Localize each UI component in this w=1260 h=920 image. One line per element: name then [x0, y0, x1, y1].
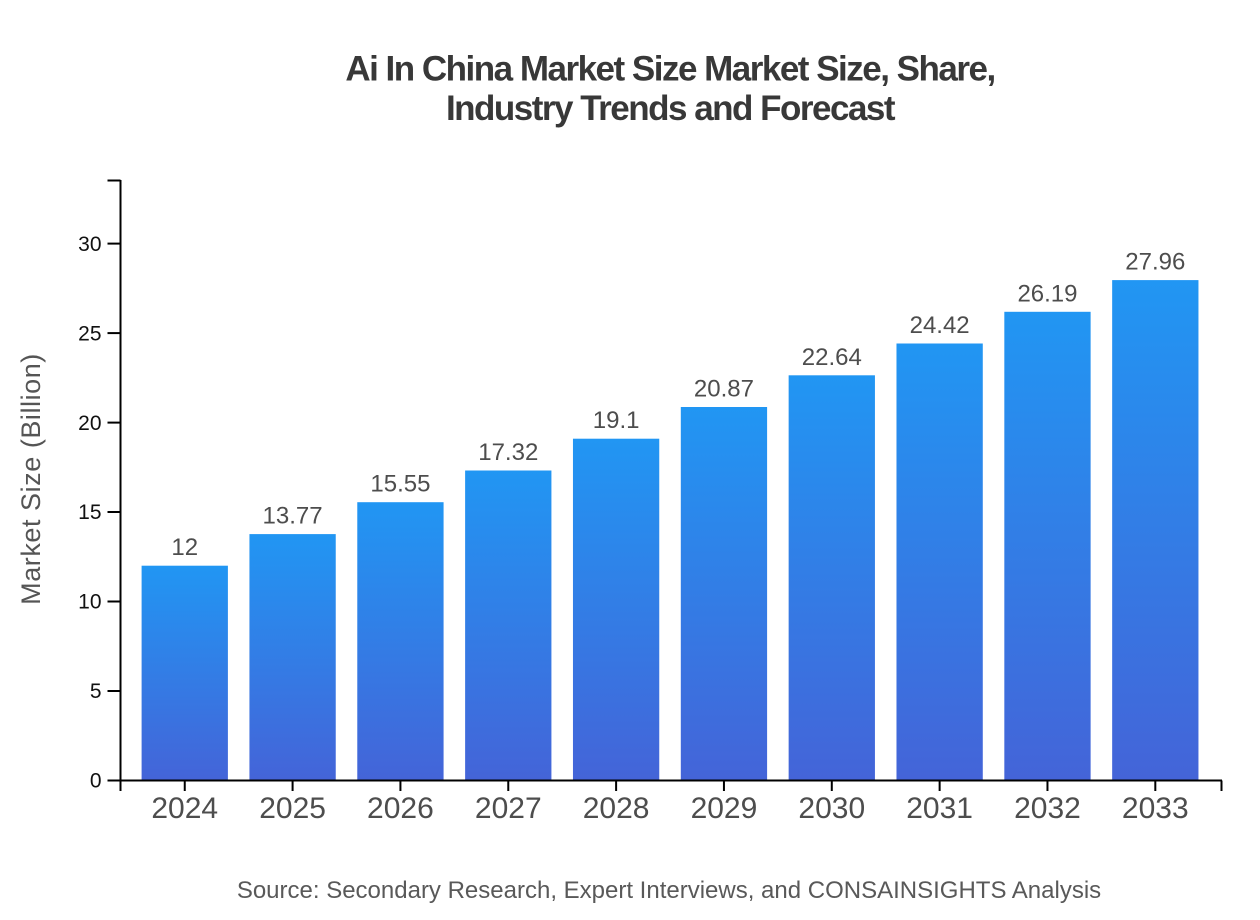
svg-text:0: 0 [90, 770, 102, 793]
svg-text:30: 30 [78, 233, 101, 256]
svg-text:10: 10 [78, 591, 101, 614]
svg-text:2025: 2025 [259, 792, 326, 825]
svg-text:15: 15 [78, 501, 101, 524]
svg-text:2027: 2027 [475, 792, 542, 825]
svg-text:19.1: 19.1 [593, 407, 640, 434]
svg-text:2026: 2026 [367, 792, 434, 825]
svg-text:17.32: 17.32 [478, 439, 538, 466]
svg-text:26.19: 26.19 [1017, 280, 1077, 307]
svg-text:2030: 2030 [798, 792, 865, 825]
svg-text:2032: 2032 [1014, 792, 1081, 825]
svg-text:5: 5 [90, 680, 102, 703]
svg-text:Industry Trends and Forecast: Industry Trends and Forecast [446, 89, 896, 128]
svg-text:Market Size (Billion): Market Size (Billion) [16, 353, 46, 605]
svg-text:24.42: 24.42 [910, 312, 970, 339]
svg-text:12: 12 [171, 534, 198, 561]
svg-text:13.77: 13.77 [263, 503, 323, 530]
svg-text:25: 25 [78, 322, 101, 345]
svg-text:27.96: 27.96 [1125, 249, 1185, 276]
svg-text:2031: 2031 [906, 792, 973, 825]
svg-text:2024: 2024 [151, 792, 218, 825]
svg-text:22.64: 22.64 [802, 344, 862, 371]
svg-text:20: 20 [78, 412, 101, 435]
svg-text:Ai In China Market Size Market: Ai In China Market Size Market Size, Sha… [345, 50, 994, 89]
svg-text:2029: 2029 [691, 792, 758, 825]
svg-text:2028: 2028 [583, 792, 650, 825]
svg-text:Source: Secondary Research, Ex: Source: Secondary Research, Expert Inter… [237, 877, 1101, 904]
svg-text:2033: 2033 [1122, 792, 1189, 825]
svg-text:20.87: 20.87 [694, 376, 754, 403]
svg-text:15.55: 15.55 [370, 471, 430, 498]
